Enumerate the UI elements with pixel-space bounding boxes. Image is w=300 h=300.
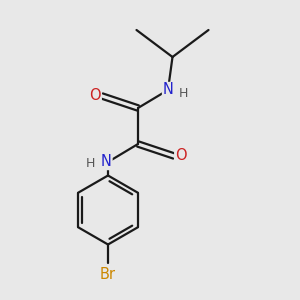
Text: H: H bbox=[179, 87, 188, 100]
Text: O: O bbox=[175, 148, 186, 164]
Text: N: N bbox=[163, 82, 173, 98]
Text: H: H bbox=[86, 157, 95, 170]
Text: O: O bbox=[90, 88, 101, 104]
Text: Br: Br bbox=[100, 267, 116, 282]
Text: N: N bbox=[101, 154, 112, 169]
